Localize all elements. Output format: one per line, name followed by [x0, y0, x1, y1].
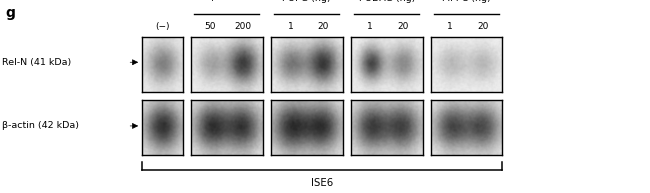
Text: 1: 1 [287, 22, 293, 31]
Text: 200: 200 [235, 22, 252, 31]
Text: 20: 20 [398, 22, 409, 31]
Text: g: g [5, 6, 15, 20]
Text: POPG (ng): POPG (ng) [283, 0, 331, 3]
Text: β-actin (42 kDa): β-actin (42 kDa) [2, 121, 79, 130]
Text: 1: 1 [447, 22, 453, 31]
Text: $\it{A.p.}$ (MOI): $\it{A.p.}$ (MOI) [200, 0, 254, 3]
Text: (−): (−) [155, 22, 170, 31]
Text: PODAG (ng): PODAG (ng) [359, 0, 415, 3]
Text: ISE6: ISE6 [311, 178, 333, 188]
Text: 50: 50 [205, 22, 216, 31]
Text: 20: 20 [318, 22, 329, 31]
Text: 20: 20 [478, 22, 489, 31]
Text: MPPC (ng): MPPC (ng) [443, 0, 491, 3]
Text: Rel-N (41 kDa): Rel-N (41 kDa) [2, 58, 72, 67]
Text: 1: 1 [367, 22, 373, 31]
